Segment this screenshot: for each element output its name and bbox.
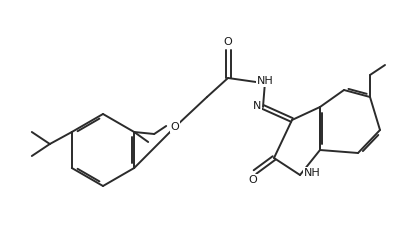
Text: O: O bbox=[170, 122, 179, 132]
Text: O: O bbox=[249, 175, 257, 185]
Text: NH: NH bbox=[257, 76, 274, 86]
Text: NH: NH bbox=[304, 168, 321, 178]
Text: O: O bbox=[224, 37, 232, 47]
Text: N: N bbox=[253, 101, 261, 111]
